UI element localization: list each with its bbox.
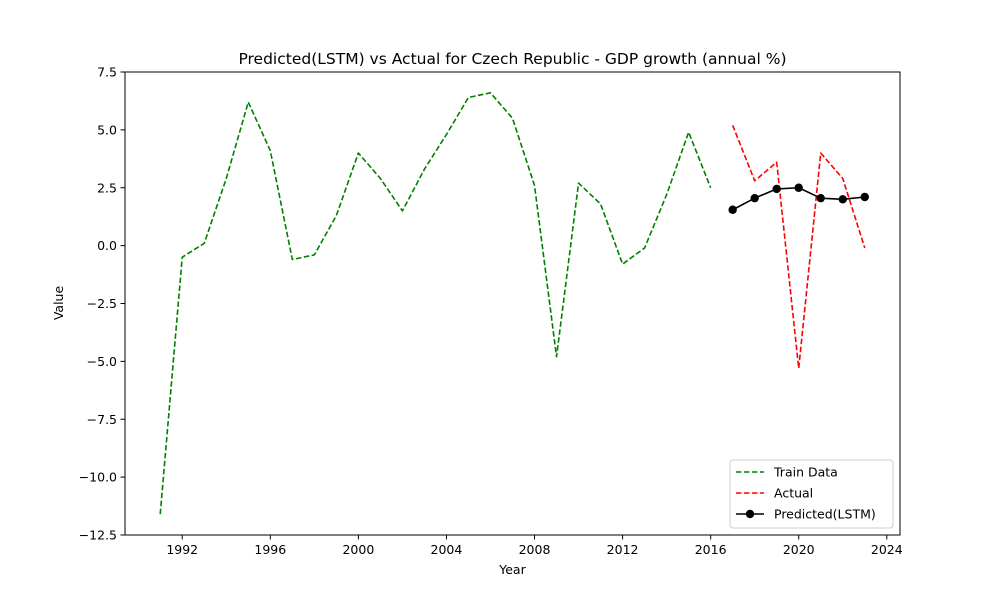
x-tick-label: 2008	[519, 542, 551, 557]
series-2-point	[860, 192, 869, 202]
series-2-point	[772, 184, 781, 194]
series-2-point	[750, 193, 759, 203]
x-tick-label: 2024	[871, 542, 903, 557]
y-tick-label: −10.0	[79, 470, 117, 485]
x-tick-label: 2012	[607, 542, 639, 557]
legend-label-2: Predicted(LSTM)	[774, 507, 876, 522]
y-tick-label: 7.5	[97, 65, 117, 80]
y-tick-label: 0.0	[97, 238, 117, 253]
y-axis-title: Value	[51, 286, 66, 321]
y-tick-label: −5.0	[87, 354, 117, 369]
x-tick-label: 2000	[342, 542, 374, 557]
series-2-point	[728, 205, 737, 214]
x-axis-title: Year	[498, 562, 526, 577]
series-2-point	[794, 183, 803, 192]
legend-label-1: Actual	[774, 486, 813, 501]
x-tick-label: 2016	[695, 542, 727, 557]
y-tick-label: −12.5	[79, 528, 117, 543]
legend-label-0: Train Data	[773, 465, 838, 480]
series-line-0	[159, 92, 712, 515]
chart-title: Predicted(LSTM) vs Actual for Czech Repu…	[238, 50, 786, 68]
y-tick-label: 2.5	[97, 180, 117, 195]
legend: Train Data Actual Predicted(LSTM)	[729, 459, 894, 529]
x-tick-label: 1996	[254, 542, 286, 557]
x-tick-label: 2004	[431, 542, 463, 557]
legend-box	[729, 459, 894, 529]
y-tick-label: 5.0	[97, 122, 117, 137]
series-2-point	[816, 193, 825, 203]
series-2-point	[838, 195, 847, 204]
series-line-1	[731, 124, 866, 370]
y-tick-label: −2.5	[87, 296, 117, 311]
legend-marker-2	[745, 509, 755, 519]
y-tick-label: −7.5	[87, 412, 117, 427]
x-tick-label: 2020	[783, 542, 815, 557]
plot-area: 1992 1996 2000 2004 2008 2012 2016 2020 2024 −12.…	[79, 65, 903, 558]
x-tick-label: 1992	[166, 542, 198, 557]
